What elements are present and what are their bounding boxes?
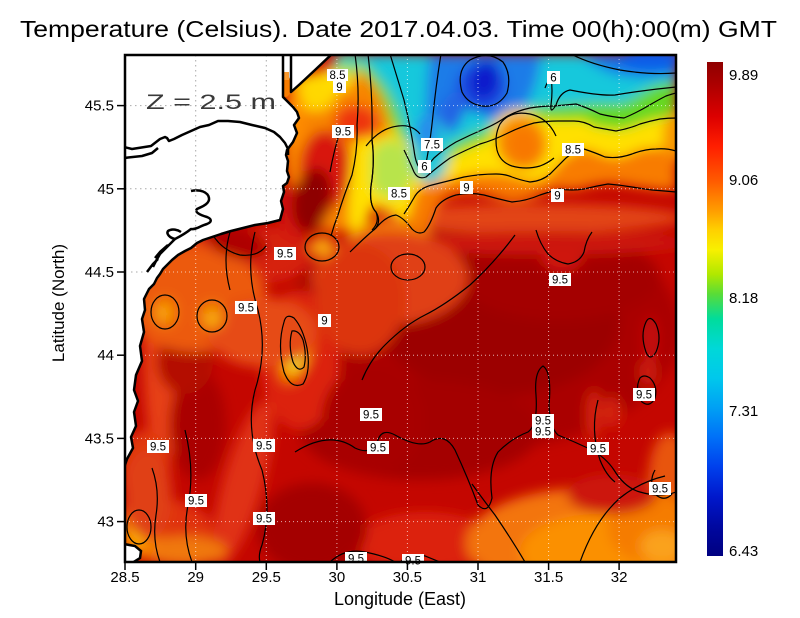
svg-text:9.5: 9.5 bbox=[652, 484, 668, 496]
svg-text:9.5: 9.5 bbox=[363, 410, 379, 422]
svg-text:7.5: 7.5 bbox=[424, 140, 440, 152]
svg-text:8.5: 8.5 bbox=[330, 70, 346, 82]
svg-text:9.5: 9.5 bbox=[256, 441, 272, 453]
svg-text:9.5: 9.5 bbox=[370, 443, 386, 455]
svg-text:9.89: 9.89 bbox=[729, 67, 758, 84]
svg-text:9.06: 9.06 bbox=[729, 172, 758, 189]
svg-text:9.5: 9.5 bbox=[552, 275, 568, 287]
svg-text:31: 31 bbox=[470, 569, 487, 586]
svg-text:Z = 2.5 m: Z = 2.5 m bbox=[146, 91, 276, 114]
svg-text:9.5: 9.5 bbox=[238, 303, 254, 315]
svg-text:30: 30 bbox=[329, 569, 346, 586]
svg-text:45.5: 45.5 bbox=[85, 98, 114, 115]
svg-text:44.5: 44.5 bbox=[85, 264, 114, 281]
svg-text:7.31: 7.31 bbox=[729, 403, 758, 420]
svg-text:9.5: 9.5 bbox=[590, 444, 606, 456]
svg-text:43: 43 bbox=[97, 514, 114, 531]
svg-text:Latitude (North): Latitude (North) bbox=[49, 244, 68, 362]
svg-text:9.5: 9.5 bbox=[535, 416, 551, 428]
svg-text:30.5: 30.5 bbox=[393, 569, 422, 586]
svg-text:44: 44 bbox=[97, 347, 114, 364]
svg-text:9.5: 9.5 bbox=[535, 427, 551, 439]
svg-text:Longitude (East): Longitude (East) bbox=[334, 589, 466, 609]
svg-text:9.5: 9.5 bbox=[636, 390, 652, 402]
svg-text:8.5: 8.5 bbox=[565, 145, 581, 157]
svg-text:45: 45 bbox=[97, 181, 114, 198]
svg-text:6.43: 6.43 bbox=[729, 543, 758, 560]
svg-text:6: 6 bbox=[550, 73, 556, 85]
svg-text:31.5: 31.5 bbox=[534, 569, 563, 586]
svg-text:9.5: 9.5 bbox=[348, 554, 364, 566]
svg-text:9.5: 9.5 bbox=[256, 514, 272, 526]
svg-text:43.5: 43.5 bbox=[85, 430, 114, 447]
svg-text:28.5: 28.5 bbox=[110, 569, 139, 586]
svg-text:9.5: 9.5 bbox=[335, 127, 351, 139]
svg-text:8.5: 8.5 bbox=[391, 189, 407, 201]
svg-text:9: 9 bbox=[554, 191, 560, 203]
svg-text:32: 32 bbox=[611, 569, 628, 586]
svg-text:29: 29 bbox=[187, 569, 204, 586]
svg-text:6: 6 bbox=[421, 162, 427, 174]
svg-text:9.5: 9.5 bbox=[188, 496, 204, 508]
svg-text:9: 9 bbox=[463, 183, 469, 195]
svg-text:9: 9 bbox=[336, 82, 342, 94]
svg-text:9.5: 9.5 bbox=[277, 249, 293, 261]
svg-text:8.18: 8.18 bbox=[729, 290, 758, 307]
svg-text:9.5: 9.5 bbox=[150, 442, 166, 454]
svg-text:Temperature (Celsius). Date 20: Temperature (Celsius). Date 2017.04.03. … bbox=[20, 16, 777, 42]
svg-text:29.5: 29.5 bbox=[252, 569, 281, 586]
svg-text:9: 9 bbox=[321, 316, 327, 328]
